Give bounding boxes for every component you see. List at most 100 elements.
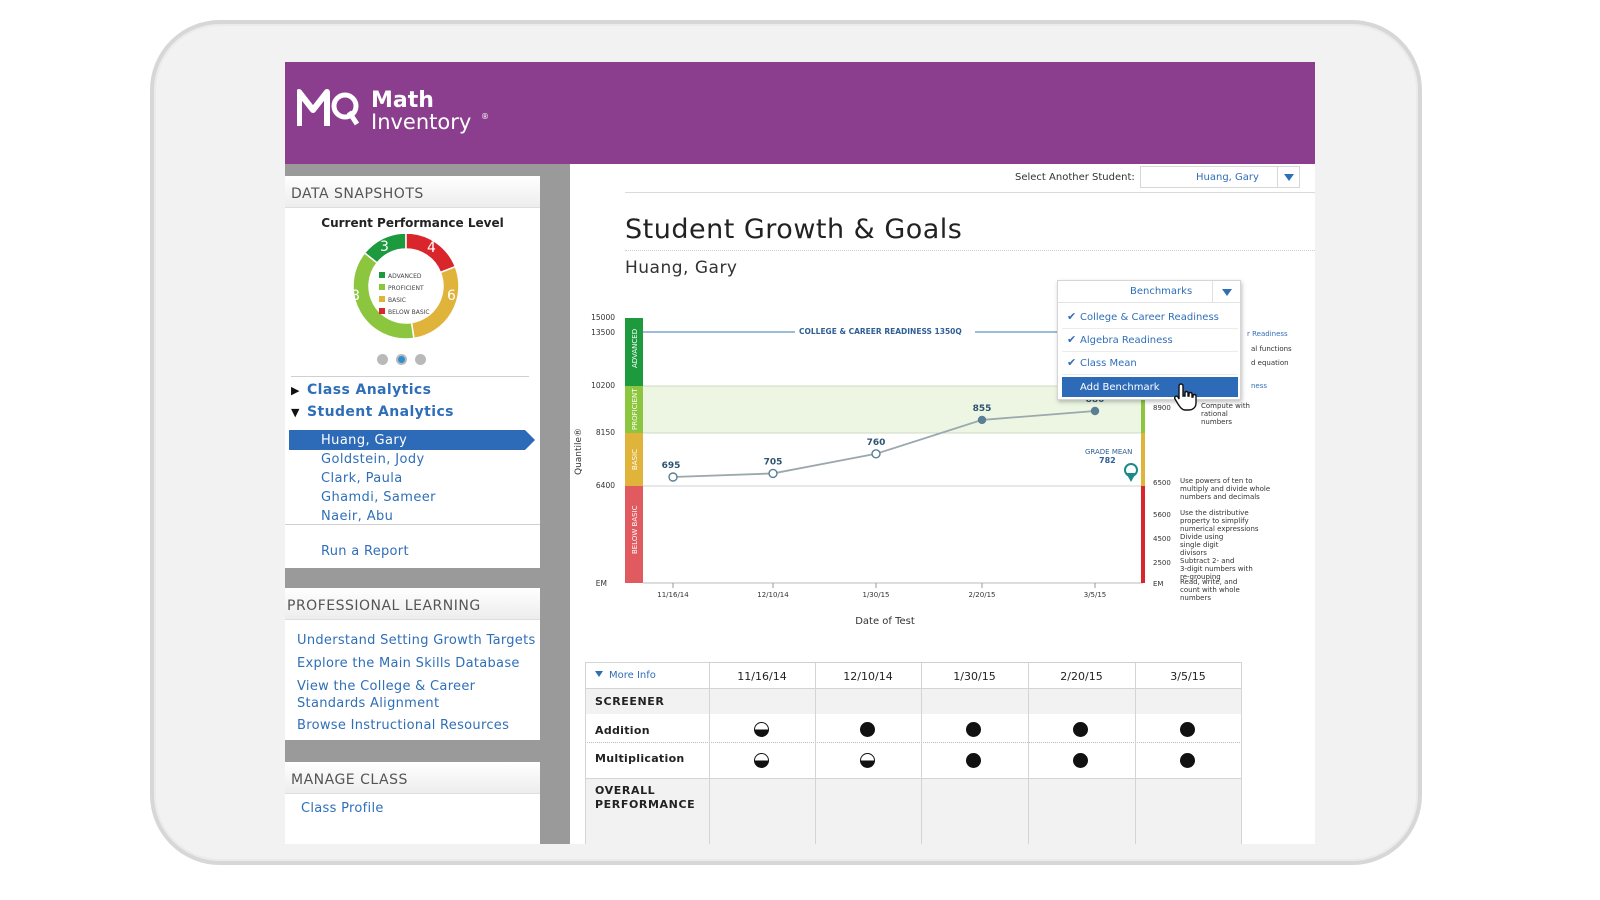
addition-full-circle-icon <box>1073 722 1088 737</box>
logo-text-math: Math <box>371 88 434 113</box>
skill-description: Compute with rational numbers <box>1201 402 1250 426</box>
select-student-label: Select Another Student: <box>1015 172 1135 183</box>
overall-row-band <box>585 778 1242 844</box>
student-item-ghamdi[interactable]: Ghamdi, Sameer <box>321 490 436 505</box>
add-benchmark-button[interactable]: Add Benchmark <box>1062 377 1238 397</box>
y-tick-13500: 13500 <box>591 328 615 337</box>
carousel-dot-1[interactable] <box>377 354 388 365</box>
benchmark-algebra[interactable]: ✔ Algebra Readiness <box>1062 330 1238 352</box>
x-axis-label: Date of Test <box>855 616 915 627</box>
manage-class-card: MANAGE CLASS Class Profile <box>285 762 540 844</box>
addition-full-circle-icon <box>966 722 981 737</box>
y-tick-8150: 8150 <box>596 428 615 437</box>
band-proficient <box>625 386 643 433</box>
band-label-proficient: PROFICIENT <box>631 388 639 430</box>
student-item-goldstein[interactable]: Goldstein, Jody <box>321 452 425 467</box>
benchmark-algebra-label: Algebra Readiness <box>1080 335 1173 346</box>
data-point[interactable] <box>1090 406 1100 416</box>
band-below-basic <box>625 486 643 583</box>
legend-basic: BASIC <box>388 297 406 304</box>
data-label: 760 <box>867 438 886 448</box>
selected-student-pointer <box>525 430 535 450</box>
check-icon: ✔ <box>1067 333 1077 346</box>
band-label-advanced: ADVANCED <box>631 329 639 368</box>
right-fragment-ness: ness <box>1251 382 1267 390</box>
chevron-down-icon <box>595 671 603 677</box>
right-fragment-readiness: r Readiness <box>1247 330 1288 338</box>
carousel-dot-2[interactable] <box>396 354 407 365</box>
professional-learning-card: PROFESSIONAL LEARNING Understand Setting… <box>285 588 540 740</box>
addition-half-circle-icon <box>754 722 769 737</box>
math-inventory-logo <box>297 89 360 126</box>
right-tick-2500: 2500 <box>1153 559 1171 567</box>
count-advanced: 3 <box>380 239 389 255</box>
benchmarks-dropdown[interactable]: Benchmarks ✔ College & Career Readiness ✔… <box>1057 280 1241 400</box>
data-label: 880 <box>1086 395 1105 405</box>
class-analytics-link[interactable]: ▶ Class Analytics <box>291 382 431 398</box>
y-tick-6400: 6400 <box>596 481 615 490</box>
band-advanced <box>625 318 643 386</box>
chevron-down-icon <box>1222 289 1232 296</box>
logo-text-inventory: Inventory <box>371 110 472 134</box>
chevron-down-icon <box>1284 174 1294 181</box>
row-label-multiplication: Multiplication <box>595 752 685 765</box>
student-item-naeir[interactable]: Naeir, Abu <box>321 509 394 524</box>
data-point[interactable] <box>871 449 881 459</box>
legend-advanced: ADVANCED <box>388 273 422 280</box>
logo-registered: ® <box>481 112 489 121</box>
multiplication-half-circle-icon <box>754 753 769 768</box>
collapse-arrow-icon: ▼ <box>291 406 300 419</box>
count-proficient: 8 <box>351 288 360 304</box>
more-info-label: More Info <box>609 670 656 681</box>
class-analytics-label: Class Analytics <box>307 382 432 398</box>
grade-mean-marker-icon <box>1124 463 1138 482</box>
col-header-date-2: 12/10/14 <box>815 662 921 688</box>
row-label-overall: OVERALL <box>595 784 656 797</box>
select-student-dropdown[interactable]: Huang, Gary <box>1140 166 1300 188</box>
addition-full-circle-icon <box>1180 722 1195 737</box>
band-label-below-basic: BELOW BASIC <box>631 505 639 554</box>
multiplication-full-circle-icon <box>966 753 981 768</box>
divider <box>285 524 540 525</box>
count-basic: 6 <box>447 288 456 304</box>
right-tick-5600: 5600 <box>1153 511 1171 519</box>
hand-cursor-icon <box>1174 383 1197 411</box>
right-fragment-equation: d equation <box>1251 359 1289 367</box>
growth-targets-link[interactable]: Understand Setting Growth Targets <box>297 633 536 648</box>
standards-alignment-link-line2[interactable]: Standards Alignment <box>297 696 440 711</box>
more-info-toggle[interactable]: More Info <box>595 670 656 681</box>
x-tick-label: 2/20/15 <box>969 591 996 599</box>
performance-donut-chart: ADVANCED PROFICIENT BASIC BELOW BASIC 3 … <box>351 234 460 340</box>
data-snapshots-card: DATA SNAPSHOTS Current Performance Level… <box>285 176 540 568</box>
data-point[interactable] <box>768 468 778 479</box>
benchmark-college-career[interactable]: ✔ College & Career Readiness <box>1062 307 1238 329</box>
page-title: Student Growth & Goals <box>625 214 963 245</box>
benchmarks-toggle[interactable] <box>1212 281 1240 303</box>
skills-database-link[interactable]: Explore the Main Skills Database <box>297 656 520 671</box>
run-report-link[interactable]: Run a Report <box>321 544 409 559</box>
x-tick-label: 11/16/14 <box>657 591 689 599</box>
instructional-resources-link[interactable]: Browse Instructional Resources <box>297 718 510 733</box>
standards-alignment-link[interactable]: View the College & Career <box>297 679 476 694</box>
student-item-clark[interactable]: Clark, Paula <box>321 471 403 486</box>
benchmarks-dropdown-header[interactable]: Benchmarks <box>1058 281 1240 303</box>
carousel-dot-3[interactable] <box>415 354 426 365</box>
legend-proficient: PROFICIENT <box>388 285 424 292</box>
selected-student-highlight <box>289 430 525 450</box>
benchmark-class-mean[interactable]: ✔ Class Mean <box>1062 353 1238 375</box>
class-profile-link[interactable]: Class Profile <box>301 801 384 816</box>
band-basic <box>625 433 643 486</box>
y-tick-em: EM <box>596 579 607 588</box>
student-item-huang[interactable]: Huang, Gary <box>321 433 408 448</box>
manage-class-title: MANAGE CLASS <box>285 762 540 794</box>
select-student-toggle[interactable] <box>1277 167 1299 187</box>
right-tick-6500: 6500 <box>1153 479 1171 487</box>
student-analytics-link[interactable]: ▼ Student Analytics <box>291 404 454 420</box>
data-point[interactable] <box>668 472 678 482</box>
professional-learning-title: PROFESSIONAL LEARNING <box>285 588 540 620</box>
select-student-value: Huang, Gary <box>1196 172 1259 183</box>
app-header: Math Inventory ® <box>285 62 1315 164</box>
right-tick-4500: 4500 <box>1153 535 1171 543</box>
right-tick-em: EM <box>1153 580 1163 588</box>
data-point[interactable] <box>977 415 987 425</box>
